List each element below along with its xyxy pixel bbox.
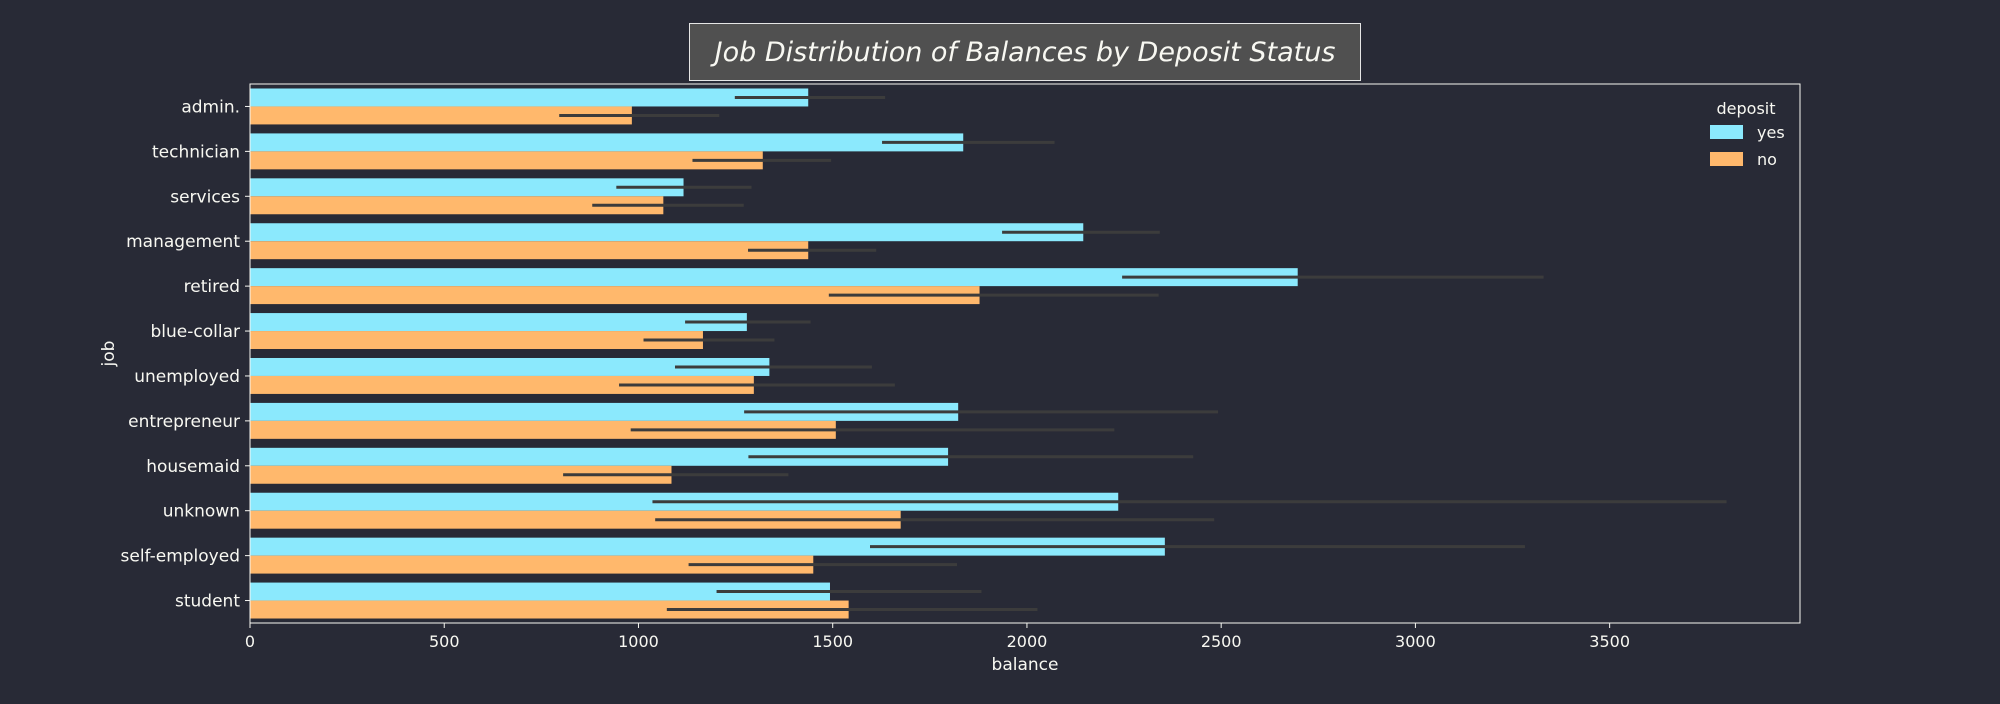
y-tick-label: student — [175, 592, 240, 612]
y-tick-label: services — [170, 187, 240, 207]
y-tick-label: unknown — [163, 502, 240, 522]
x-tick-label: 1500 — [812, 632, 853, 651]
bar-yes-services — [250, 178, 684, 197]
plot-frame — [249, 83, 1801, 624]
x-tick-label: 2500 — [1201, 632, 1242, 651]
y-tick-label: retired — [184, 277, 240, 297]
legend-swatch-yes — [1710, 125, 1743, 139]
x-tick-label: 500 — [429, 632, 460, 651]
bar-no-unemployed — [250, 375, 754, 394]
bar-yes-admin — [250, 88, 809, 107]
bar-no-blue-collar — [250, 331, 703, 350]
y-tick-label: self-employed — [121, 547, 240, 567]
x-tick-label: 1000 — [618, 632, 659, 651]
bar-no-student — [250, 600, 849, 619]
y-tick-label: admin. — [181, 97, 240, 117]
x-tick-label: 3000 — [1395, 632, 1436, 651]
bar-no-entrepreneur — [250, 420, 836, 439]
y-tick-label: unemployed — [134, 367, 240, 387]
bar-no-services — [250, 196, 664, 215]
bar-no-retired — [250, 286, 980, 305]
bar-no-housemaid — [250, 465, 672, 484]
bar-yes-housemaid — [250, 447, 949, 466]
y-tick-label: technician — [152, 142, 240, 162]
legend-swatch-no — [1710, 152, 1743, 166]
legend-title: deposit — [1717, 99, 1776, 118]
bar-yes-student — [250, 582, 830, 601]
bar-yes-management — [250, 223, 1084, 242]
x-axis-label: balance — [992, 655, 1059, 675]
bar-yes-self-employed — [250, 537, 1165, 556]
y-tick-label: blue-collar — [151, 322, 240, 342]
y-tick-label: management — [126, 232, 240, 252]
bar-yes-retired — [250, 268, 1298, 287]
bar-no-self-employed — [250, 555, 814, 574]
bar-yes-technician — [250, 133, 964, 152]
y-tick-label: entrepreneur — [128, 412, 240, 432]
y-axis-label: job — [99, 341, 119, 368]
bar-no-unknown — [250, 510, 901, 529]
legend-label-no: no — [1757, 150, 1777, 169]
y-tick-label: housemaid — [146, 457, 240, 477]
chart-title: Job Distribution of Balances by Deposit … — [714, 36, 1336, 68]
bar-no-admin — [250, 106, 632, 125]
bar-yes-blue-collar — [250, 313, 747, 332]
bar-no-technician — [250, 151, 763, 170]
x-tick-label: 0 — [245, 632, 255, 651]
bar-yes-unemployed — [250, 357, 770, 376]
x-tick-label: 3500 — [1589, 632, 1630, 651]
bar-yes-entrepreneur — [250, 402, 959, 421]
x-tick-label: 2000 — [1007, 632, 1048, 651]
legend-label-yes: yes — [1757, 123, 1785, 142]
chart-title-box: Job Distribution of Balances by Deposit … — [689, 23, 1361, 81]
bar-no-management — [250, 241, 809, 260]
